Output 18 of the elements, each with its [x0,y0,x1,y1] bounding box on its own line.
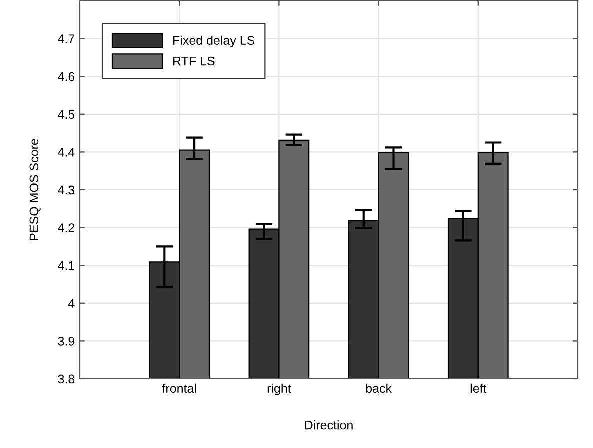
x-tick-label: left [470,384,487,394]
y-tick-label: 4.2 [58,224,75,232]
y-tick-label: 4 [68,299,75,308]
y-tick-label: 4.5 [58,110,75,120]
x-axis-title: Direction [305,420,353,430]
y-tick-label: 4.7 [58,34,75,44]
y-tick-label: 3.9 [58,337,75,346]
x-tick-label: right [268,384,292,396]
legend-label: Fixed delay LS [174,36,255,48]
x-tick-label: back [366,384,392,394]
y-tick-label: 4.6 [58,72,75,82]
y-tick-label: 3.8 [58,374,75,384]
y-tick-label: 4.3 [58,186,75,195]
x-tick-label: frontal [162,384,196,394]
y-axis-title: PESQ MOS Score [30,139,41,240]
y-tick-label: 4.1 [58,262,75,270]
y-tick-label: 4.4 [58,148,75,157]
legend-label: RTF LS [174,56,215,66]
